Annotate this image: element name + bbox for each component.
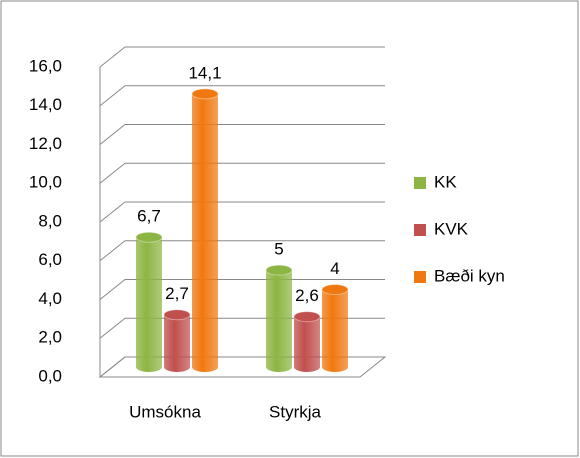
cylinder bbox=[265, 264, 293, 372]
legend-swatch bbox=[414, 177, 426, 189]
legend-label: KK bbox=[434, 172, 457, 191]
y-tick-label: 10,0 bbox=[29, 173, 62, 192]
grid-line bbox=[99, 85, 385, 107]
y-tick-label: 0,0 bbox=[38, 366, 62, 385]
legend-swatch bbox=[414, 224, 426, 236]
y-tick-label: 16,0 bbox=[29, 56, 62, 75]
cylinder bbox=[191, 88, 219, 372]
grid-line bbox=[99, 279, 385, 300]
grid-line bbox=[99, 240, 385, 262]
y-tick-label: 2,0 bbox=[38, 328, 62, 347]
y-tick-label: 14,0 bbox=[29, 95, 62, 114]
value-label: 2,6 bbox=[295, 286, 319, 305]
legend-label: Bæði kyn bbox=[434, 266, 505, 285]
cylinder bbox=[163, 309, 191, 372]
cylinder bbox=[135, 231, 163, 372]
legend-label: KVK bbox=[434, 219, 469, 238]
legend-swatch bbox=[414, 271, 426, 283]
value-label: 5 bbox=[274, 240, 283, 259]
value-label: 6,7 bbox=[137, 207, 161, 226]
cylinder bbox=[321, 284, 349, 372]
grid-line bbox=[99, 124, 385, 145]
y-tick-label: 4,0 bbox=[38, 289, 62, 308]
y-tick-label: 12,0 bbox=[29, 134, 62, 153]
value-label: 2,7 bbox=[165, 284, 189, 303]
grid-line bbox=[99, 162, 385, 184]
grid-line bbox=[99, 46, 385, 68]
value-label: 14,1 bbox=[188, 63, 221, 82]
value-label: 4 bbox=[330, 259, 339, 278]
x-tick-label: Styrkja bbox=[269, 402, 322, 421]
cylinder bbox=[293, 311, 321, 372]
grid-line bbox=[99, 201, 385, 223]
x-tick-label: Umsókna bbox=[129, 402, 201, 421]
y-tick-label: 8,0 bbox=[38, 211, 62, 230]
y-tick-label: 6,0 bbox=[38, 250, 62, 269]
